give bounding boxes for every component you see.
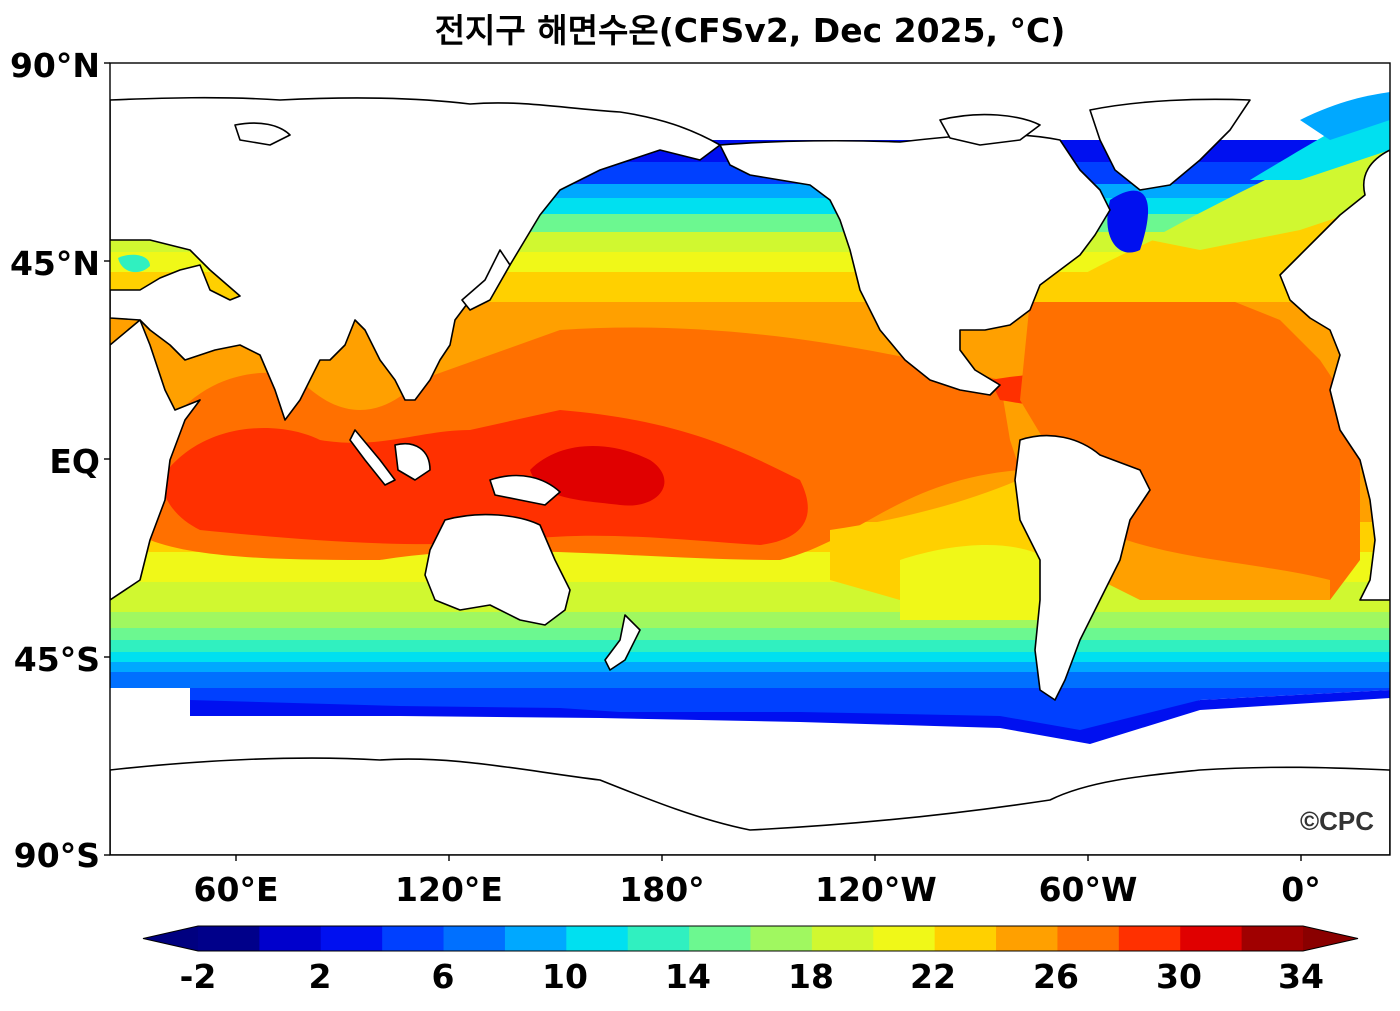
- lon-label-180: 180°: [619, 870, 705, 909]
- colorbar-tick-label: 26: [1033, 957, 1079, 996]
- colorbar-tick-label: 18: [788, 957, 834, 996]
- colorbar-tick-label: 14: [665, 957, 711, 996]
- colorbar-tick-label: 2: [308, 957, 332, 996]
- colorbar-outline: [142, 925, 1359, 952]
- lat-label-45s: 45°S: [13, 640, 100, 679]
- colorbar-tick-label: 10: [542, 957, 588, 996]
- lon-label-60w: 60°W: [1038, 870, 1138, 909]
- colorbar-tick-label: 6: [431, 957, 455, 996]
- colorbar-segment: [320, 926, 383, 951]
- cpc-watermark: ©CPC: [1300, 806, 1375, 836]
- lon-label-60e: 60°E: [193, 870, 279, 909]
- lat-label-eq: EQ: [49, 442, 100, 481]
- lon-label-0: 0°: [1281, 870, 1321, 909]
- colorbar-segment: [996, 926, 1058, 951]
- colorbar-segment: [198, 926, 260, 951]
- colorbar-segment: [1180, 926, 1243, 951]
- lat-label-90n: 90°N: [9, 46, 100, 85]
- colorbar-segment: [382, 926, 445, 951]
- colorbar-segment: [873, 926, 936, 951]
- colorbar-segment: [1118, 926, 1181, 951]
- colorbar-tick-label: 30: [1156, 957, 1202, 996]
- colorbar-segment: [504, 926, 567, 951]
- lat-label-90s: 90°S: [13, 836, 100, 875]
- sst-field: [110, 63, 1390, 855]
- coastlines: [110, 96, 1390, 855]
- colorbar-tick-label: 22: [910, 957, 956, 996]
- lon-ticks: [235, 855, 1302, 861]
- colorbar-segment: [443, 926, 506, 951]
- colorbar-segment: [1057, 926, 1120, 951]
- map-title: 전지구 해면수온(CFSv2, Dec 2025, °C): [434, 11, 1066, 50]
- lon-label-120e: 120°E: [395, 870, 503, 909]
- colorbar: [142, 925, 1359, 952]
- lat-ticks: [104, 62, 110, 856]
- colorbar-segment: [934, 926, 997, 951]
- colorbar-min-arrow: [143, 926, 198, 951]
- lat-label-45n: 45°N: [9, 244, 100, 283]
- colorbar-segment: [627, 926, 690, 951]
- lon-label-120w: 120°W: [815, 870, 937, 909]
- colorbar-max-arrow: [1303, 926, 1358, 951]
- colorbar-segment: [750, 926, 813, 951]
- colorbar-tick-label: 34: [1278, 957, 1324, 996]
- colorbar-segment: [689, 926, 751, 951]
- colorbar-segment: [811, 926, 874, 951]
- colorbar-segment: [1241, 926, 1304, 951]
- colorbar-segment: [259, 926, 322, 951]
- colorbar-segment: [566, 926, 629, 951]
- colorbar-tick-label: -2: [179, 957, 217, 996]
